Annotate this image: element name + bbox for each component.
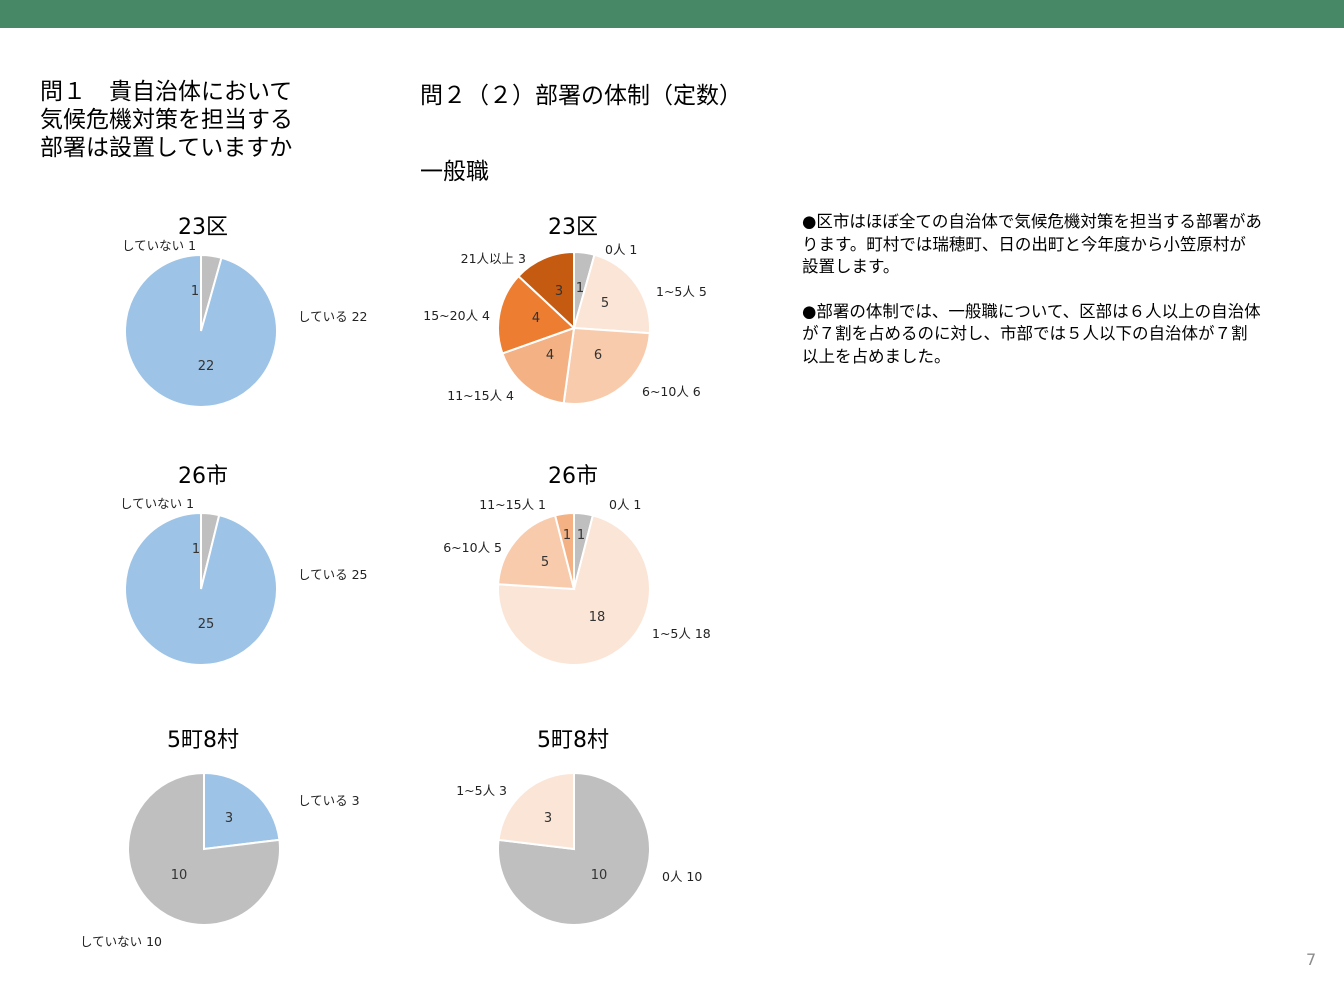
slice-value-label: 5 bbox=[601, 296, 609, 311]
slice-value-label: 1 bbox=[192, 542, 200, 557]
slice-value-label: 18 bbox=[589, 610, 606, 625]
slice-category-label: 1~5人 3 bbox=[456, 783, 507, 798]
pie-slice bbox=[497, 771, 575, 851]
header-bar bbox=[0, 0, 1344, 28]
chart-title: 23区 bbox=[178, 215, 228, 240]
pie-slice bbox=[553, 511, 575, 590]
pie-chart-q2-26shi: 26市 1 0人 1 18 1~5人 18 5 6~10人 5 1 11~15人 1 bbox=[443, 464, 711, 666]
slice-category-label: していない 1 bbox=[120, 496, 194, 511]
question-1-title-line: 問１ 貴自治体において bbox=[40, 79, 293, 105]
pie-slice bbox=[124, 253, 278, 408]
slice-category-label: 6~10人 5 bbox=[443, 540, 502, 555]
pie-chart-q2-23ku: 23区 1 0人 1 5 1~5人 5 6 6~10人 6 4 11~15人 4 4 15~20人 … bbox=[423, 215, 707, 405]
slice-category-label: 6~10人 6 bbox=[642, 384, 701, 399]
slice-value-label: 6 bbox=[594, 348, 602, 363]
pie-slice bbox=[562, 326, 651, 405]
pie-slice bbox=[497, 274, 576, 355]
slice-category-label: 0人 1 bbox=[609, 497, 641, 512]
question-1-title: 問１ 貴自治体において 気候危機対策を担当する 部署は設置していますか bbox=[40, 78, 293, 162]
slice-value-label: 4 bbox=[546, 348, 554, 363]
chart-title: 26市 bbox=[548, 464, 598, 489]
slice-category-label: 15~20人 4 bbox=[423, 308, 490, 323]
slice-value-label: 1 bbox=[576, 281, 584, 296]
slice-category-label: 0人 1 bbox=[605, 242, 637, 257]
summary-note: ●区市はほぼ全ての自治体で気候危機対策を担当する部署があります。町村では瑞穂町、… bbox=[802, 211, 1262, 390]
pie-slice bbox=[497, 771, 651, 926]
slice-category-label: 1~5人 18 bbox=[652, 626, 711, 641]
slice-category-label: 0人 10 bbox=[662, 869, 702, 884]
question-2-title: 問２（２）部署の体制（定数） bbox=[420, 83, 742, 109]
page-number: 7 bbox=[1306, 950, 1317, 969]
slice-category-label: している 3 bbox=[298, 793, 360, 808]
pie-slice bbox=[572, 253, 651, 335]
slice-category-label: していない 1 bbox=[122, 238, 196, 253]
question-1-title-line: 部署は設置していますか bbox=[40, 135, 293, 161]
pie-slice bbox=[497, 514, 651, 666]
slice-category-label: している 22 bbox=[298, 309, 368, 324]
summary-paragraph: ●区市はほぼ全ての自治体で気候危機対策を担当する部署があります。町村では瑞穂町、… bbox=[802, 212, 1262, 276]
slice-category-label: 21人以上 3 bbox=[461, 251, 526, 266]
slice-value-label: 22 bbox=[198, 359, 215, 374]
slice-value-label: 3 bbox=[544, 811, 552, 826]
pie-chart-q1-23ku: 23区 1 していない 1 22 している 22 bbox=[122, 215, 368, 408]
question-2-subtitle: 一般職 bbox=[420, 159, 489, 185]
slice-category-label: 1~5人 5 bbox=[656, 284, 707, 299]
slice-category-label: している 25 bbox=[298, 567, 368, 582]
slice-value-label: 10 bbox=[591, 868, 608, 883]
slice-value-label: 3 bbox=[225, 811, 233, 826]
slice-value-label: 1 bbox=[563, 528, 571, 543]
slice-value-label: 1 bbox=[577, 528, 585, 543]
slice-category-label: していない 10 bbox=[80, 934, 162, 949]
chart-title: 26市 bbox=[178, 464, 228, 489]
slice-category-label: 11~15人 4 bbox=[447, 388, 514, 403]
slice-category-label: 11~15人 1 bbox=[479, 497, 546, 512]
summary-paragraph: ●部署の体制では、一般職について、区部は６人以上の自治体が７割を占めるのに対し、… bbox=[802, 301, 1261, 366]
pie-slice bbox=[124, 511, 278, 666]
slice-value-label: 10 bbox=[171, 868, 188, 883]
slice-value-label: 3 bbox=[555, 284, 563, 299]
pie-slice bbox=[517, 250, 575, 331]
slice-value-label: 1 bbox=[191, 284, 199, 299]
chart-title: 5町8村 bbox=[167, 728, 239, 753]
pie-chart-q1-26shi: 26市 1 していない 1 25 している 25 bbox=[120, 464, 368, 666]
chart-title: 5町8村 bbox=[537, 728, 609, 753]
question-1-title-line: 気候危機対策を担当する bbox=[40, 107, 293, 133]
pie-slice bbox=[203, 771, 281, 851]
pie-chart-q2-machi-mura: 5町8村 10 0人 10 3 1~5人 3 bbox=[456, 728, 702, 926]
pie-slice bbox=[497, 514, 576, 591]
pie-slice bbox=[501, 326, 576, 405]
pie-slice bbox=[127, 771, 281, 926]
pie-chart-q1-machi-mura: 5町8村 3 している 3 10 していない 10 bbox=[80, 728, 360, 949]
slice-value-label: 5 bbox=[541, 555, 549, 570]
slice-value-label: 4 bbox=[532, 311, 540, 326]
slice-value-label: 25 bbox=[198, 617, 215, 632]
chart-title: 23区 bbox=[548, 215, 598, 240]
